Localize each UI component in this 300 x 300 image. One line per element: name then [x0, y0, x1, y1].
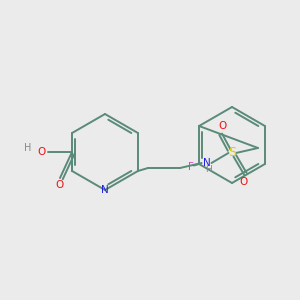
Text: O: O: [56, 180, 64, 190]
Text: O: O: [218, 122, 226, 131]
Text: O: O: [38, 147, 46, 157]
Text: N: N: [203, 158, 211, 168]
Text: N: N: [101, 185, 109, 195]
Text: F: F: [188, 162, 194, 172]
Text: H: H: [24, 143, 31, 153]
Text: S: S: [228, 146, 236, 160]
Text: O: O: [240, 177, 248, 187]
Text: H: H: [205, 165, 212, 174]
